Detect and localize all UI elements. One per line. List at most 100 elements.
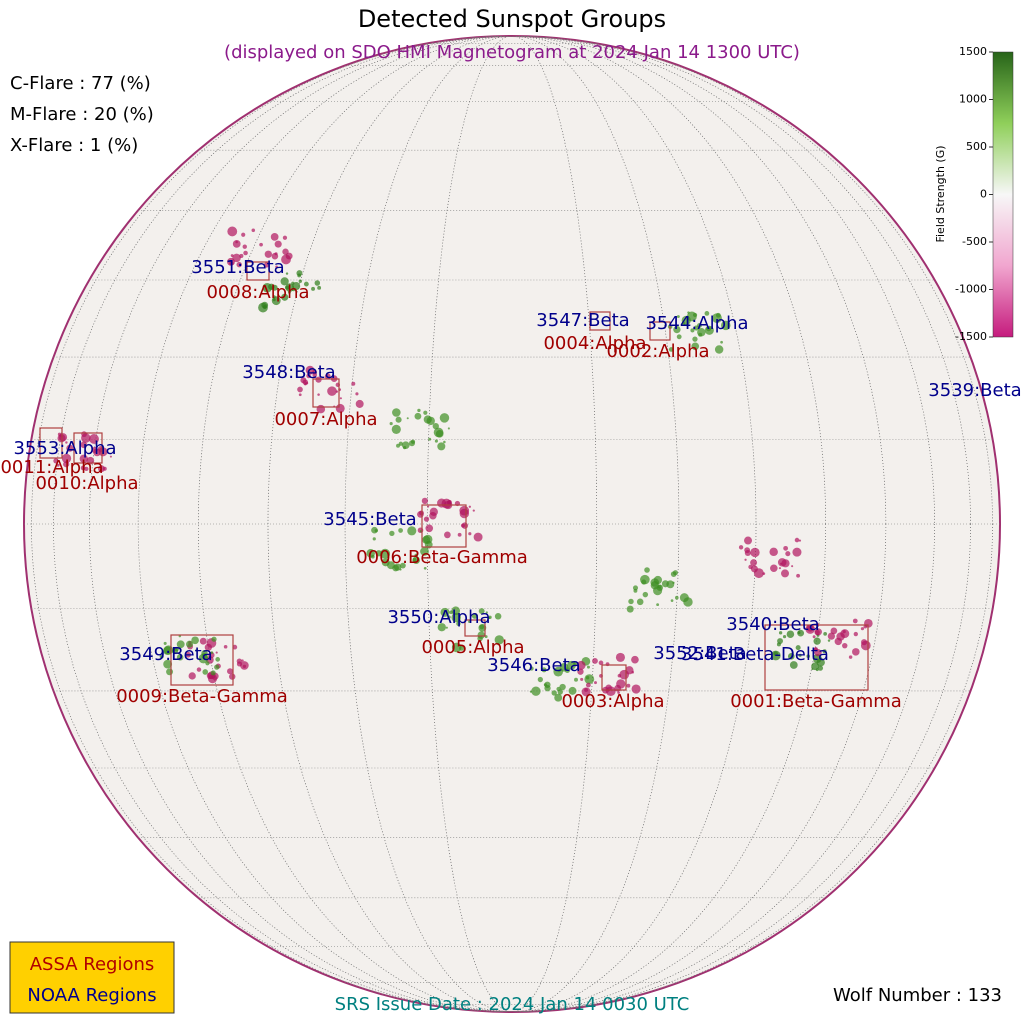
feature bbox=[412, 557, 417, 562]
feature bbox=[797, 631, 801, 635]
feature bbox=[274, 252, 278, 256]
feature bbox=[840, 629, 850, 639]
feature bbox=[478, 608, 485, 614]
feature bbox=[305, 381, 309, 385]
feature bbox=[650, 581, 660, 590]
feature bbox=[673, 325, 681, 334]
feature bbox=[564, 667, 571, 673]
legend-box bbox=[9, 941, 175, 1014]
flare-probability: C-Flare : 77 (%) bbox=[10, 73, 151, 94]
meridian bbox=[89, 36, 935, 1012]
feature bbox=[451, 642, 462, 653]
feature bbox=[229, 673, 236, 680]
region-box bbox=[464, 619, 486, 637]
feature bbox=[692, 312, 698, 318]
region-box bbox=[764, 624, 869, 691]
feature bbox=[626, 605, 634, 613]
feature bbox=[636, 598, 644, 606]
feature bbox=[303, 281, 309, 287]
feature bbox=[163, 659, 173, 669]
feature bbox=[558, 669, 561, 673]
assa-region: 0008:Alpha bbox=[206, 282, 309, 303]
colorbar bbox=[992, 51, 1014, 338]
feature bbox=[451, 606, 461, 616]
feature bbox=[789, 661, 798, 669]
feature bbox=[798, 539, 802, 542]
colorbar-tick-label: -500 bbox=[962, 235, 987, 248]
feature bbox=[298, 393, 302, 397]
feature bbox=[80, 465, 86, 471]
feature bbox=[210, 670, 216, 676]
feature bbox=[163, 641, 167, 645]
feature bbox=[485, 611, 488, 614]
feature bbox=[544, 681, 551, 688]
subtitle: (displayed on SDO HMI Magnetogram at 202… bbox=[224, 42, 800, 63]
feature bbox=[297, 386, 303, 393]
feature bbox=[860, 640, 871, 651]
feature bbox=[488, 615, 492, 619]
feature bbox=[186, 640, 194, 648]
feature bbox=[414, 553, 418, 558]
feature bbox=[750, 547, 760, 558]
noaa-region: 3552:Beta bbox=[653, 643, 746, 664]
feature bbox=[842, 642, 848, 649]
feature bbox=[280, 277, 289, 286]
feature bbox=[355, 399, 364, 408]
feature bbox=[79, 454, 88, 463]
noaa-region: 3551:Beta bbox=[191, 257, 284, 278]
feature bbox=[432, 422, 439, 430]
feature bbox=[414, 412, 422, 420]
feature bbox=[640, 574, 650, 585]
feature bbox=[185, 651, 191, 658]
colorbar-tick-label: 0 bbox=[980, 188, 987, 201]
colorbar-tick-label: 1500 bbox=[959, 45, 987, 58]
feature bbox=[236, 661, 243, 667]
feature bbox=[787, 653, 795, 660]
feature bbox=[577, 668, 584, 675]
region-box bbox=[601, 664, 627, 691]
feature bbox=[215, 651, 218, 654]
assa-region: 0006:Beta-Gamma bbox=[356, 547, 528, 568]
feature bbox=[251, 228, 256, 233]
feature bbox=[275, 265, 278, 269]
feature bbox=[434, 439, 438, 443]
feature bbox=[456, 621, 461, 626]
region-labels: 3551:Beta 3547:Beta 3544:Alpha 3548:Beta 353… bbox=[0, 257, 1021, 712]
feature bbox=[543, 683, 547, 687]
feature bbox=[315, 376, 322, 383]
feature bbox=[816, 658, 825, 667]
colorbar-tick-label: -1000 bbox=[955, 283, 987, 296]
feature bbox=[581, 687, 591, 697]
feature bbox=[109, 455, 112, 458]
feature bbox=[427, 505, 430, 508]
feature bbox=[270, 233, 279, 241]
feature bbox=[306, 373, 311, 379]
feature bbox=[281, 254, 291, 265]
feature bbox=[676, 315, 680, 319]
feature bbox=[811, 668, 814, 671]
feature bbox=[592, 658, 598, 664]
feature bbox=[598, 660, 604, 666]
feature bbox=[827, 639, 831, 642]
feature bbox=[805, 624, 815, 634]
feature bbox=[374, 528, 378, 533]
feature bbox=[738, 545, 744, 550]
region-box bbox=[39, 427, 63, 459]
feature bbox=[400, 562, 406, 569]
feature bbox=[661, 580, 669, 588]
feature bbox=[744, 549, 751, 557]
feature bbox=[98, 465, 105, 473]
feature bbox=[355, 392, 359, 396]
noaa-region: 3545:Beta bbox=[323, 509, 416, 530]
assa-region: 0005:Alpha bbox=[421, 637, 524, 658]
feature bbox=[770, 650, 781, 661]
assa-region: 0010:Alpha bbox=[35, 473, 138, 494]
feature bbox=[576, 660, 586, 670]
feature bbox=[391, 424, 401, 434]
assa-region: 0009:Beta-Gamma bbox=[116, 686, 288, 707]
feature bbox=[720, 340, 723, 344]
noaa-region: 3546:Beta bbox=[487, 655, 580, 676]
feature bbox=[380, 548, 391, 559]
feature bbox=[236, 261, 242, 268]
feature bbox=[395, 416, 402, 423]
